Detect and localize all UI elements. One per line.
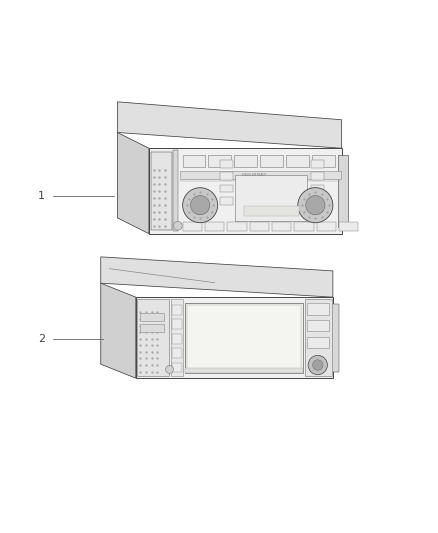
Bar — [220, 172, 233, 180]
Bar — [151, 152, 172, 230]
Circle shape — [308, 356, 327, 375]
Text: SIRIUS XM READY: SIRIUS XM READY — [242, 173, 266, 177]
Circle shape — [191, 196, 210, 215]
Bar — [305, 300, 332, 376]
Bar — [171, 300, 183, 376]
Bar — [137, 300, 169, 376]
Bar — [338, 155, 348, 227]
Bar — [227, 222, 247, 231]
Bar — [244, 206, 299, 216]
Bar — [183, 222, 202, 231]
Bar — [185, 368, 303, 373]
Polygon shape — [117, 133, 149, 233]
Bar — [172, 349, 182, 358]
Bar — [220, 160, 233, 168]
Bar — [208, 155, 231, 167]
Bar — [250, 222, 269, 231]
Bar — [234, 155, 257, 167]
Bar — [187, 305, 301, 371]
Bar — [317, 222, 336, 231]
Bar — [220, 197, 233, 205]
Circle shape — [312, 360, 323, 370]
Bar — [172, 305, 182, 314]
Bar — [235, 175, 307, 221]
Text: 1: 1 — [38, 191, 45, 201]
Bar — [339, 222, 358, 231]
Polygon shape — [117, 102, 342, 148]
Bar — [172, 334, 182, 344]
Polygon shape — [101, 283, 136, 378]
Bar — [311, 160, 324, 168]
Bar — [311, 197, 324, 205]
Circle shape — [306, 196, 325, 215]
Bar — [331, 304, 339, 372]
Bar — [140, 313, 164, 321]
Bar — [286, 155, 309, 167]
Bar — [172, 319, 182, 329]
Bar — [183, 155, 205, 167]
Bar — [311, 184, 324, 192]
Bar — [307, 303, 329, 314]
Circle shape — [166, 366, 173, 374]
Bar — [307, 320, 329, 332]
Bar — [312, 155, 335, 167]
Polygon shape — [101, 257, 333, 297]
Bar — [173, 150, 178, 231]
Bar — [220, 184, 233, 192]
Bar — [311, 172, 324, 180]
Bar — [149, 148, 342, 233]
Bar — [272, 222, 291, 231]
Bar — [136, 297, 333, 378]
Text: 2: 2 — [38, 334, 45, 344]
Bar — [307, 336, 329, 348]
Bar — [294, 222, 314, 231]
Bar — [260, 155, 283, 167]
Circle shape — [298, 188, 333, 223]
Bar — [172, 363, 182, 373]
Circle shape — [183, 188, 218, 223]
Bar — [185, 303, 303, 373]
Circle shape — [173, 221, 182, 230]
Bar — [140, 324, 164, 332]
Bar — [180, 171, 341, 179]
Bar — [205, 222, 224, 231]
